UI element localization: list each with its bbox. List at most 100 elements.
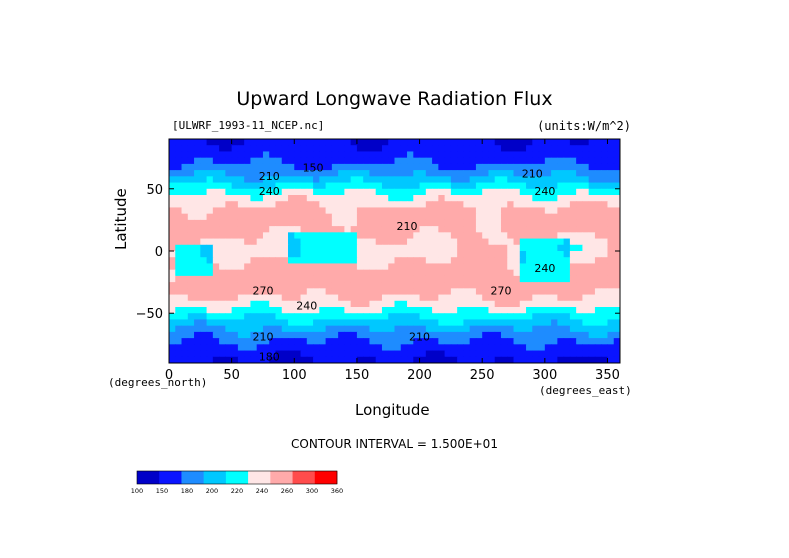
heatmap-cell xyxy=(231,163,239,171)
heatmap-cell xyxy=(319,269,327,277)
heatmap-cell xyxy=(432,251,439,258)
heatmap-cell xyxy=(557,275,565,283)
heatmap-cell xyxy=(601,251,608,258)
heatmap-cell xyxy=(225,201,233,208)
heatmap-cell xyxy=(281,325,289,333)
heatmap-cell xyxy=(288,207,295,215)
heatmap-cell xyxy=(369,263,377,271)
heatmap-cell xyxy=(413,269,421,277)
heatmap-cell xyxy=(331,338,339,345)
heatmap-cell xyxy=(438,307,446,314)
heatmap-cell xyxy=(256,139,264,146)
heatmap-cell xyxy=(200,331,208,339)
heatmap-cell xyxy=(225,338,233,345)
heatmap-cell xyxy=(231,338,239,345)
heatmap-cell xyxy=(488,282,496,289)
heatmap-cell xyxy=(450,269,458,277)
heatmap-cell xyxy=(350,188,358,196)
heatmap-cell xyxy=(413,195,421,202)
heatmap-cell xyxy=(356,201,364,208)
heatmap-cell xyxy=(212,282,220,289)
heatmap-cell xyxy=(331,195,339,202)
heatmap-cell xyxy=(419,350,427,358)
colorbar-label: 300 xyxy=(306,487,318,495)
heatmap-cell xyxy=(306,350,314,358)
heatmap-cell xyxy=(413,282,421,289)
heatmap-cell xyxy=(500,344,508,352)
heatmap-cell xyxy=(482,257,489,264)
heatmap-cell xyxy=(450,331,458,339)
heatmap-cell xyxy=(331,139,339,146)
heatmap-cell xyxy=(450,344,458,352)
heatmap-cell xyxy=(350,219,358,227)
heatmap-cell xyxy=(513,300,521,308)
heatmap-cell xyxy=(212,201,220,208)
heatmap-cell xyxy=(582,232,590,240)
heatmap-cell xyxy=(356,338,364,345)
heatmap-cell xyxy=(306,275,314,283)
heatmap-cell xyxy=(613,313,621,320)
heatmap-cell xyxy=(225,288,233,296)
heatmap-cell xyxy=(594,219,602,227)
heatmap-cell xyxy=(169,238,176,246)
heatmap-cell xyxy=(488,145,496,152)
heatmap-cell xyxy=(513,170,521,177)
heatmap-cell xyxy=(256,219,264,227)
heatmap-cell xyxy=(432,294,439,302)
heatmap-cell xyxy=(319,232,327,240)
heatmap-cell xyxy=(313,269,320,277)
heatmap-cell xyxy=(338,269,345,277)
heatmap-cell xyxy=(526,325,533,333)
heatmap-cell xyxy=(300,251,308,258)
heatmap-cell xyxy=(331,207,339,215)
heatmap-cell xyxy=(601,195,608,202)
heatmap-cell xyxy=(482,151,489,159)
heatmap-cell xyxy=(407,269,414,277)
heatmap-cell xyxy=(538,251,546,258)
heatmap-cell xyxy=(607,139,615,146)
heatmap-cell xyxy=(306,251,314,258)
heatmap-cell xyxy=(532,300,540,308)
heatmap-cell xyxy=(594,294,602,302)
heatmap-cell xyxy=(356,226,364,233)
heatmap-cell xyxy=(200,238,208,246)
heatmap-cell xyxy=(194,300,201,308)
heatmap-cell xyxy=(457,269,464,277)
heatmap-cell xyxy=(601,307,608,314)
heatmap-cell xyxy=(613,244,621,252)
heatmap-cell xyxy=(369,350,377,358)
heatmap-cell xyxy=(613,145,621,152)
heatmap-cell xyxy=(169,282,176,289)
heatmap-cell xyxy=(313,176,320,184)
heatmap-cell xyxy=(613,338,621,345)
heatmap-cell xyxy=(175,170,183,177)
heatmap-cell xyxy=(200,157,208,165)
heatmap-cell xyxy=(262,257,270,264)
heatmap-cell xyxy=(388,300,395,308)
heatmap-cell xyxy=(457,319,464,327)
heatmap-cell xyxy=(219,188,226,196)
heatmap-cell xyxy=(532,226,540,233)
heatmap-cell xyxy=(613,232,621,240)
heatmap-cell xyxy=(457,338,464,345)
heatmap-cell xyxy=(519,251,527,258)
heatmap-cell xyxy=(450,307,458,314)
heatmap-cell xyxy=(225,226,233,233)
heatmap-cell xyxy=(250,163,258,171)
heatmap-cell xyxy=(225,350,233,358)
heatmap-cell xyxy=(338,331,345,339)
heatmap-cell xyxy=(356,195,364,202)
heatmap-cell xyxy=(356,331,364,339)
heatmap-cell xyxy=(350,157,358,165)
heatmap-cell xyxy=(594,356,602,364)
heatmap-cell xyxy=(250,219,258,227)
heatmap-cell xyxy=(219,195,226,202)
heatmap-cell xyxy=(444,257,452,264)
heatmap-cell xyxy=(281,195,289,202)
heatmap-cell xyxy=(244,238,251,246)
x-tick-label: 0 xyxy=(165,368,173,383)
heatmap-cell xyxy=(262,275,270,283)
heatmap-cell xyxy=(319,219,327,227)
heatmap-cell xyxy=(275,201,283,208)
heatmap-cell xyxy=(212,188,220,196)
